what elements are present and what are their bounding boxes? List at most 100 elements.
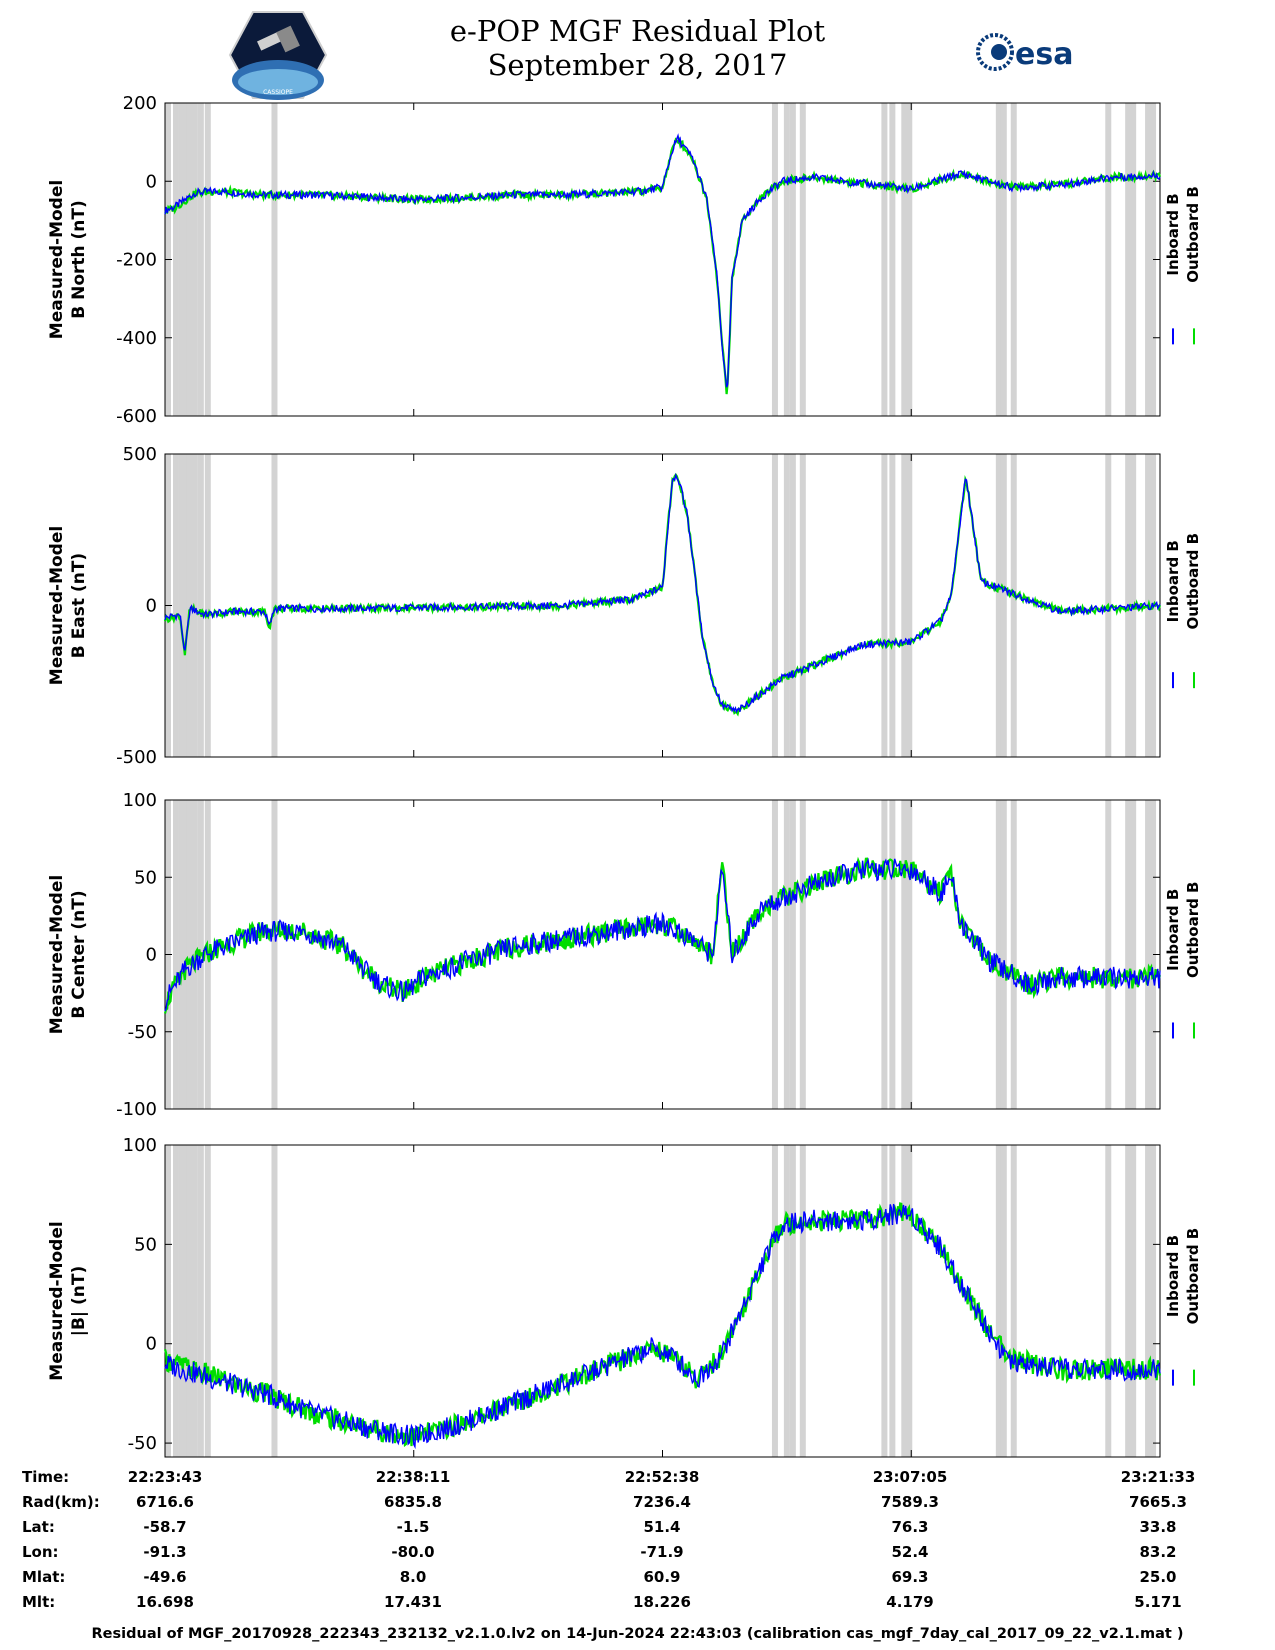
data-gap-band [889,1145,896,1457]
inboard-series-line [164,857,1161,1012]
outboard-series-line [163,856,1162,1014]
data-gap-band [197,1145,204,1457]
esa-logo: esa [976,33,1073,72]
table-label-mlt: Mlt: [22,1593,56,1611]
data-gap-band [1130,103,1137,416]
data-gap-band [889,103,896,416]
legend-outboard-label: Outboard B [1184,1228,1202,1325]
data-gap-band [191,1145,198,1457]
legend-outboard-label: Outboard B [1184,186,1202,283]
y-axis-label-line-1: Measured-Model [47,1221,67,1380]
y-axis-label-line-2: |B| (nT) [69,1266,89,1337]
data-gap-band [783,1145,790,1457]
data-gap-band [901,454,908,757]
y-tick-label: 500 [123,444,157,465]
data-gap-band [995,1145,1002,1457]
table-cell: 69.3 [891,1568,929,1586]
y-tick-label: -50 [128,1433,157,1454]
y-axis-label: Measured-Model |B| (nT) [47,1221,89,1380]
table-cell: 23:21:33 [1120,1468,1196,1486]
data-gap-band [178,1145,185,1457]
data-gap-band [271,800,278,1109]
data-gap-band [889,454,896,757]
y-tick-label: 100 [123,1135,157,1156]
inboard-series-line [164,1203,1161,1450]
data-gap-band [771,1145,778,1457]
data-gap-band [178,454,185,757]
data-gap-band [1145,800,1152,1109]
data-gap-band [172,800,179,1109]
title-line-1: e-POP MGF Residual Plot [449,14,826,48]
data-gap-band [901,103,908,416]
legend: Inboard B Outboard B [1164,881,1202,1039]
data-gap-band [271,454,278,757]
svg-text:esa: esa [1015,37,1073,72]
y-axis-label-line-2: B North (nT) [69,200,89,319]
data-gap-band [182,800,189,1109]
data-gap-band [789,800,796,1109]
data-gap-band [1010,103,1017,416]
data-gap-band [901,1145,908,1457]
y-tick-label: 200 [123,93,157,114]
data-gap-band [783,454,790,757]
cassiope-logo: CASSIOPE [228,11,328,100]
data-gap-band [186,800,193,1109]
table-cell: 33.8 [1139,1518,1177,1536]
data-gap-band [191,103,198,416]
data-gap-band [1105,103,1112,416]
y-tick-label: 50 [134,1234,157,1255]
data-gap-band [197,103,204,416]
table-cell: 7665.3 [1129,1493,1187,1511]
table-cell: 7236.4 [633,1493,691,1511]
legend-inboard-label: Inboard B [1164,889,1182,971]
table-cell: -1.5 [396,1518,430,1536]
inboard-series-line [164,133,1161,388]
table-cell: -49.6 [143,1568,187,1586]
legend: Inboard B Outboard B [1164,186,1202,345]
table-cell: 51.4 [643,1518,681,1536]
table-cell: 83.2 [1139,1543,1177,1561]
data-gap-band [799,454,806,757]
data-gap-band [191,454,198,757]
y-tick-label: -500 [116,747,157,768]
table-cell: 7589.3 [881,1493,939,1511]
table-cell: 23:07:05 [872,1468,948,1486]
svg-text:CASSIOPE: CASSIOPE [263,89,293,96]
data-gap-band [1150,1145,1157,1457]
data-gap-band [182,454,189,757]
data-gap-band [178,800,185,1109]
data-gap-band [1000,1145,1007,1457]
data-gap-band [271,103,278,416]
legend: Inboard B Outboard B [1164,533,1202,689]
y-axis-label-line-2: B Center (nT) [69,890,89,1018]
data-gap-band [1125,103,1132,416]
data-gap-band [1010,800,1017,1109]
data-gap-band [1010,1145,1017,1457]
data-gap-band [1130,1145,1137,1457]
legend-inboard-label: Inboard B [1164,193,1182,275]
data-gap-band [197,454,204,757]
table-cell: 5.171 [1134,1593,1182,1611]
plot-title: e-POP MGF Residual Plot September 28, 20… [0,14,1275,82]
table-cell: -71.9 [640,1543,684,1561]
table-cell: 22:23:43 [127,1468,203,1486]
data-gap-band [186,103,193,416]
data-gap-band [881,454,888,757]
data-gap-band [995,103,1002,416]
y-tick-label: -200 [116,250,157,271]
y-axis-label-line-1: Measured-Model [47,526,67,685]
data-gap-band [186,1145,193,1457]
inboard-series-line [164,472,1161,714]
data-gap-band [1000,103,1007,416]
y-tick-label: 0 [146,596,157,617]
data-gap-band [789,103,796,416]
table-cell: 18.226 [633,1593,691,1611]
table-label-time: Time: [22,1468,70,1486]
y-tick-label: -600 [116,406,157,427]
table-cell: -91.3 [143,1543,187,1561]
data-gap-band [799,103,806,416]
y-tick-label: 0 [146,1334,157,1355]
y-tick-label: 50 [134,867,157,888]
data-gap-band [204,103,211,416]
table-cell: -58.7 [143,1518,187,1536]
